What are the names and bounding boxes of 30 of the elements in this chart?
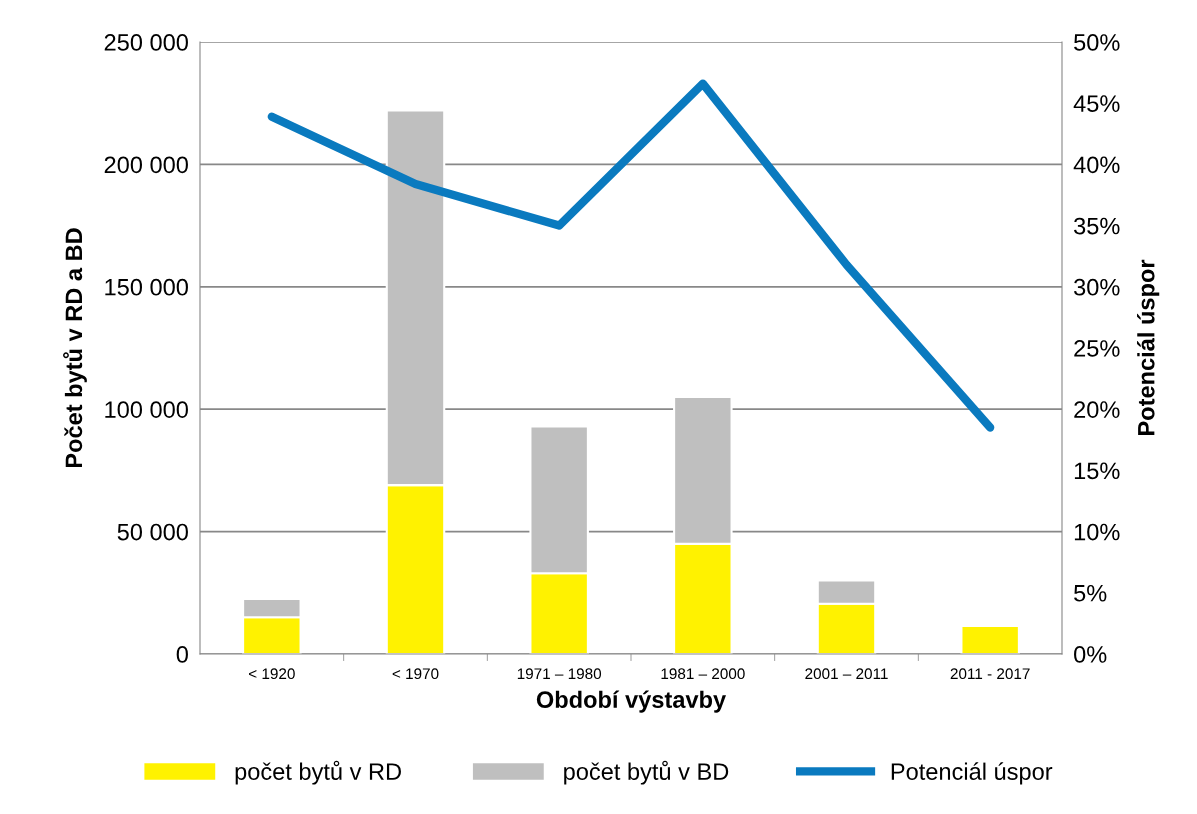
y2-tick-label: 20% [1074, 401, 1120, 418]
legend-label: Potenciál úspor [891, 762, 1053, 785]
y2-tick-label: 50% [1074, 34, 1120, 51]
legend-label: počet bytů v BD [564, 760, 729, 785]
y2-axis-title: Potenciál úspor [1137, 259, 1160, 435]
bar [960, 624, 1020, 654]
x-axis-title: Období výstavby [536, 690, 727, 713]
x-tick-label: 2011 - 2017 [950, 668, 1030, 680]
y2-tick-label: 10% [1074, 523, 1120, 541]
y2-tick-label: 35% [1074, 217, 1120, 235]
y2-tick-label: 0% [1074, 646, 1107, 663]
x-tick-label: < 1970 [392, 668, 439, 680]
y-tick-label: 50 000 [117, 523, 188, 541]
y-tick-label: 100 000 [105, 401, 188, 418]
x-tick-label: 1971 – 1980 [517, 668, 602, 680]
x-tick-label: 2001 – 2011 [805, 668, 888, 680]
y-tick-label: 250 000 [104, 34, 188, 51]
x-tick-label: 1981 – 2000 [661, 668, 745, 680]
legend-label: počet bytů v RD [235, 760, 401, 785]
y2-tick-label: 5% [1074, 584, 1107, 602]
y2-tick-label: 25% [1074, 340, 1120, 357]
y-axis-title: Počet bytů v RD a BD [63, 228, 87, 468]
x-tick-label: < 1920 [249, 668, 295, 680]
y-tick-label: 150 000 [105, 278, 188, 296]
y2-tick-label: 40% [1073, 156, 1120, 174]
y2-tick-label: 15% [1074, 462, 1120, 480]
y-tick-label: 0 [176, 646, 188, 663]
y2-tick-label: 30% [1074, 278, 1120, 296]
y-tick-label: 200 000 [104, 156, 188, 174]
y2-tick-label: 45% [1073, 95, 1120, 112]
